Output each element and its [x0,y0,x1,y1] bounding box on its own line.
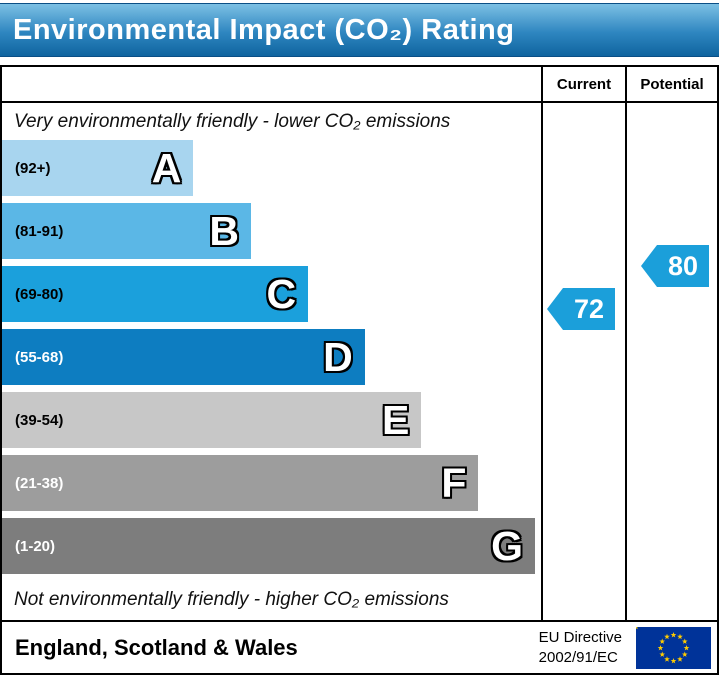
bands-container: (92+) A (81-91) B (69-80) C (55-68) D (39-54) E (2… [2,140,541,574]
band-row-D: (55-68) D [2,329,365,385]
band-range: (1-20) [15,537,56,555]
current-value: 72 [563,288,615,330]
band-row-F: (21-38) F [2,455,479,511]
footer: England, Scotland & Wales EU Directive 2… [2,620,717,673]
page-title: Environmental Impact (CO₂) Rating [13,13,515,46]
band-letter: A [151,144,182,191]
band-letter: D [323,333,353,380]
band-letter: E [381,396,410,443]
eu-directive: EU Directive 2002/91/EC [539,628,622,667]
column-header-current: Current [543,67,627,103]
band-row-B: (81-91) B [2,203,252,259]
band-range: (92+) [15,159,51,177]
band-letter: G [491,522,524,569]
band-row-A: (92+) A [2,140,194,196]
potential-value: 80 [657,245,709,287]
potential-indicator: 80 [641,245,709,287]
band-range: (55-68) [15,348,64,366]
band-letter: C [266,270,297,317]
header-spacer [2,67,543,103]
eu-directive-line1: EU Directive [538,629,622,646]
column-header-potential: Potential [627,67,717,103]
rating-chart: Current Potential Very environmentally f… [0,65,719,675]
pointer-arrow-icon [641,245,657,287]
caption-top: Very environmentally friendly - lower CO… [14,110,451,132]
bands-area: Very environmentally friendly - lower CO… [2,103,543,620]
band-letter: B [209,207,240,254]
current-indicator: 72 [547,288,615,330]
band-row-E: (39-54) E [2,392,422,448]
band-range: (69-80) [15,285,64,303]
band-row-G: (1-20) G [2,518,536,574]
band-letter: F [441,459,467,506]
current-column: 72 [543,103,627,620]
band-range: (21-38) [15,474,64,492]
caption-bottom: Not environmentally friendly - higher CO… [14,589,449,610]
band-range: (39-54) [15,411,64,429]
eu-directive-line2: 2002/91/EC [538,648,618,666]
footer-region: England, Scotland & Wales [15,634,298,660]
eu-flag-icon [636,626,711,669]
header-banner: Environmental Impact (CO₂) Rating [0,3,719,57]
potential-column: 80 [627,103,717,620]
pointer-arrow-icon [547,288,563,330]
band-range: (81-91) [15,222,64,240]
band-row-C: (69-80) C [2,266,309,322]
